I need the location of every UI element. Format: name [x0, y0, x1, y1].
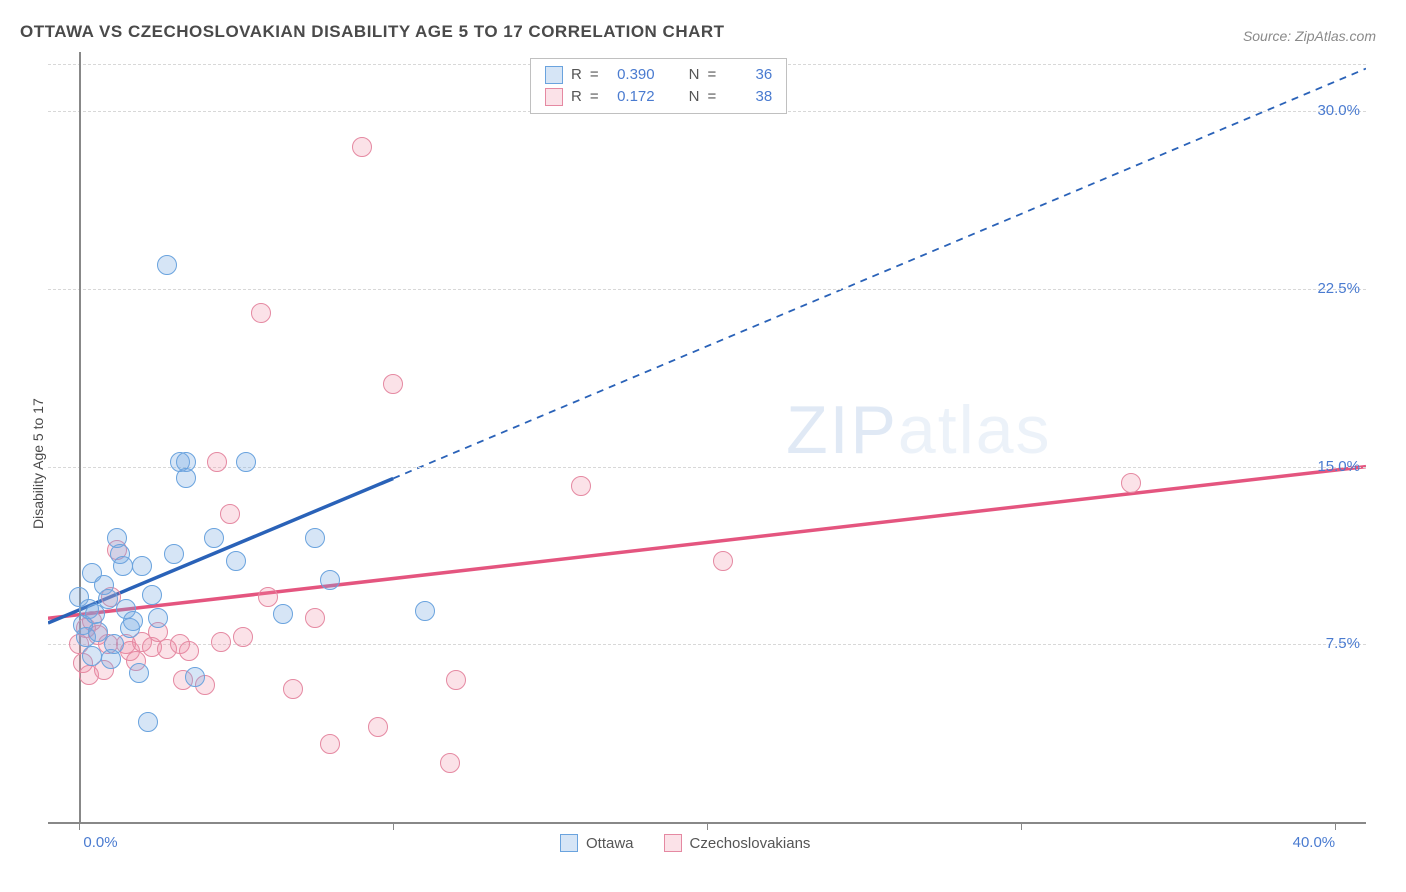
point-czech: [383, 374, 403, 394]
x-tick: [1021, 822, 1022, 830]
point-ottawa: [320, 570, 340, 590]
legend-label-ottawa: Ottawa: [586, 835, 634, 852]
x-tick-label: 40.0%: [1293, 834, 1336, 851]
correlation-legend: R = 0.390 N = 36 R = 0.172 N = 38: [530, 58, 787, 114]
swatch-ottawa: [545, 66, 563, 84]
point-czech: [440, 753, 460, 773]
point-czech: [207, 452, 227, 472]
legend-row-czech: R = 0.172 N = 38: [545, 86, 772, 108]
point-ottawa: [98, 589, 118, 609]
legend-item-czech: Czechoslovakians: [664, 834, 811, 852]
point-ottawa: [129, 663, 149, 683]
point-ottawa: [138, 712, 158, 732]
y-tick-label: 7.5%: [1326, 635, 1360, 652]
r-label: R: [571, 64, 582, 86]
plot-area: 7.5%15.0%22.5%30.0%0.0%40.0%: [48, 52, 1366, 822]
x-tick: [79, 822, 80, 830]
regression-lines: [48, 52, 1366, 822]
point-czech: [571, 476, 591, 496]
point-czech: [368, 717, 388, 737]
source-label: Source: ZipAtlas.com: [1243, 28, 1376, 44]
point-ottawa: [104, 634, 124, 654]
y-tick-label: 30.0%: [1317, 102, 1360, 119]
r-value-czech: 0.172: [607, 86, 655, 108]
x-tick-label: 0.0%: [83, 834, 117, 851]
point-czech: [233, 627, 253, 647]
point-ottawa: [164, 544, 184, 564]
legend-item-ottawa: Ottawa: [560, 834, 634, 852]
point-czech: [179, 641, 199, 661]
point-ottawa: [185, 667, 205, 687]
point-czech: [446, 670, 466, 690]
x-tick: [707, 822, 708, 830]
point-ottawa: [82, 646, 102, 666]
y-tick-label: 22.5%: [1317, 280, 1360, 297]
point-ottawa: [226, 551, 246, 571]
point-ottawa: [123, 611, 143, 631]
swatch-czech: [664, 834, 682, 852]
y-axis-label: Disability Age 5 to 17: [30, 399, 46, 530]
point-czech: [283, 679, 303, 699]
point-czech: [251, 303, 271, 323]
x-tick: [393, 822, 394, 830]
point-czech: [352, 137, 372, 157]
r-value-ottawa: 0.390: [607, 64, 655, 86]
point-czech: [1121, 473, 1141, 493]
point-ottawa: [132, 556, 152, 576]
point-ottawa: [142, 585, 162, 605]
legend-label-czech: Czechoslovakians: [690, 835, 811, 852]
n-value-czech: 38: [724, 86, 772, 108]
point-ottawa: [176, 468, 196, 488]
point-ottawa: [415, 601, 435, 621]
point-czech: [305, 608, 325, 628]
point-czech: [211, 632, 231, 652]
point-czech: [713, 551, 733, 571]
y-tick-label: 15.0%: [1317, 458, 1360, 475]
point-ottawa: [113, 556, 133, 576]
gridline: [48, 289, 1366, 290]
legend-row-ottawa: R = 0.390 N = 36: [545, 64, 772, 86]
n-label: N: [689, 64, 700, 86]
swatch-ottawa: [560, 834, 578, 852]
x-tick: [1335, 822, 1336, 830]
point-ottawa: [157, 255, 177, 275]
point-ottawa: [273, 604, 293, 624]
swatch-czech: [545, 88, 563, 106]
chart-title: OTTAWA VS CZECHOSLOVAKIAN DISABILITY AGE…: [20, 22, 725, 42]
point-ottawa: [148, 608, 168, 628]
n-value-ottawa: 36: [724, 64, 772, 86]
point-ottawa: [204, 528, 224, 548]
y-axis: [79, 52, 81, 822]
series-legend: Ottawa Czechoslovakians: [560, 834, 810, 852]
point-ottawa: [305, 528, 325, 548]
point-czech: [258, 587, 278, 607]
point-czech: [220, 504, 240, 524]
point-ottawa: [236, 452, 256, 472]
point-czech: [320, 734, 340, 754]
